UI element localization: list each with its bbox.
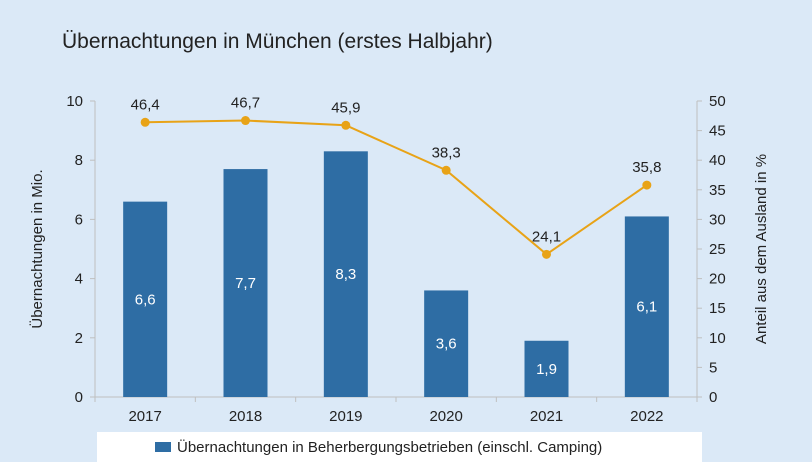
bar-label: 8,3	[335, 266, 356, 283]
y-tick-label-right: 5	[709, 359, 717, 376]
bar	[223, 169, 268, 397]
line-label: 24,1	[532, 228, 561, 245]
bar-label: 6,1	[636, 299, 657, 316]
y-tick-label-right: 45	[709, 123, 726, 140]
y-tick-label-right: 40	[709, 152, 726, 169]
line-label: 46,4	[131, 96, 160, 113]
bar	[323, 151, 368, 397]
line-label: 45,9	[331, 99, 360, 116]
y-tick-label-right: 35	[709, 182, 726, 199]
x-tick-label: 2020	[429, 408, 462, 425]
y-tick-label-left: 4	[75, 271, 83, 288]
y-axis-title-left: Übernachtungen in Mio.	[28, 169, 46, 328]
y-tick-label-right: 30	[709, 211, 726, 228]
x-tick-label: 2018	[229, 408, 262, 425]
y-tick-label-left: 0	[75, 389, 83, 406]
y-tick-label-left: 10	[66, 93, 83, 110]
y-tick-label-right: 15	[709, 300, 726, 317]
legend-label: Übernachtungen in Beherbergungsbetrieben…	[177, 438, 603, 456]
line-point	[441, 165, 451, 175]
y-tick-label-right: 0	[709, 389, 717, 406]
line-label: 38,3	[432, 144, 461, 161]
legend-swatch-bar	[155, 442, 171, 452]
y-tick-label-right: 10	[709, 330, 726, 347]
bar-label: 1,9	[536, 361, 557, 378]
line-point	[341, 120, 351, 130]
y-tick-label-left: 6	[75, 211, 83, 228]
y-tick-label-right: 25	[709, 241, 726, 258]
bar-label: 6,6	[135, 291, 156, 308]
bar	[123, 201, 168, 397]
line-series	[145, 119, 648, 256]
y-tick-label-right: 50	[709, 93, 726, 110]
x-tick-label: 2022	[630, 408, 663, 425]
line-label: 35,8	[632, 159, 661, 176]
line-label: 46,7	[231, 95, 260, 112]
y-tick-label-left: 2	[75, 330, 83, 347]
y-tick-label-right: 20	[709, 271, 726, 288]
bar-label: 3,6	[436, 336, 457, 353]
bar-label: 7,7	[235, 275, 256, 292]
line-point	[642, 180, 652, 190]
line-point	[140, 117, 150, 127]
x-tick-label: 2017	[128, 408, 161, 425]
title: Übernachtungen in München (erstes Halbja…	[62, 30, 493, 53]
line-point	[241, 116, 250, 126]
bar	[624, 216, 669, 397]
x-tick-label: 2019	[329, 408, 362, 425]
bar	[424, 290, 469, 397]
line-point	[542, 249, 551, 259]
bar	[524, 340, 569, 397]
x-tick-label: 2021	[530, 408, 563, 425]
y-axis-title-right: Anteil aus dem Ausland in %	[753, 154, 770, 344]
legend: Übernachtungen in Beherbergungsbetrieben…	[97, 432, 702, 462]
y-tick-label-left: 8	[75, 152, 83, 169]
